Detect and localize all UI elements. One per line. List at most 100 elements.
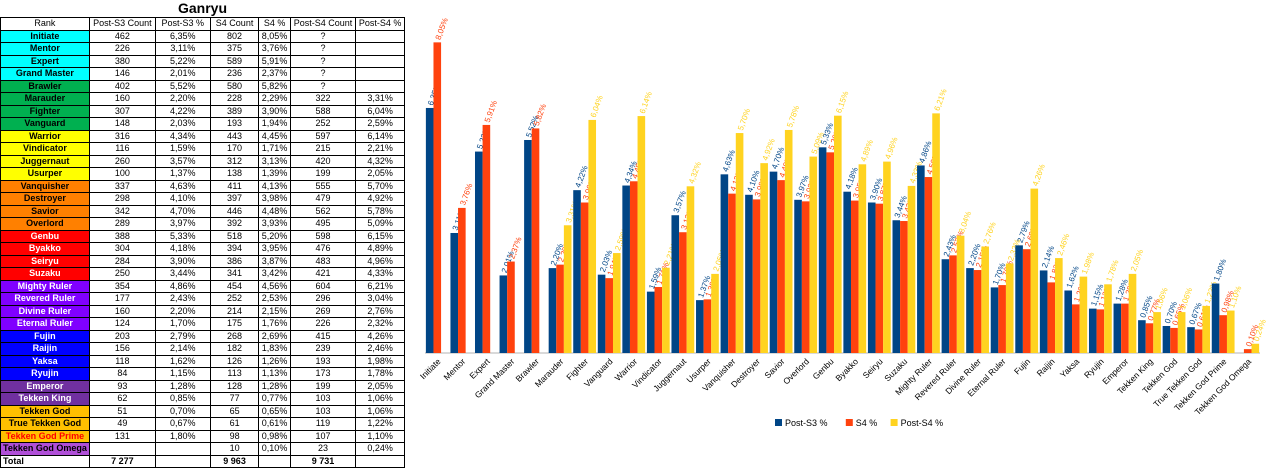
s4-percent-cell: 3,93% — [258, 217, 291, 231]
bar-s4 — [507, 261, 515, 353]
post-s4-count-cell: 226 — [289, 317, 357, 331]
rank-cell: Vindicator — [0, 142, 90, 156]
table-row: Divine Ruler 160 2,20% 214 2,15% 269 2,76% — [0, 304, 405, 318]
rank-cell: Divine Ruler — [0, 304, 90, 318]
post-s3-percent-cell: 6,35% — [154, 29, 211, 43]
data-label: 6,14% — [638, 90, 654, 114]
s4-percent-cell: 0,10% — [258, 442, 291, 456]
s4-percent-cell: 0,77% — [258, 392, 291, 406]
bar-s4 — [531, 128, 540, 353]
post-s4-percent-cell: 4,32% — [355, 154, 405, 168]
table-row: Ryujin 84 1,15% 113 1,13% 173 1,78% — [0, 367, 405, 381]
table-row: Initiate 462 6,35% 802 8,05%? — [0, 29, 405, 43]
bar-post-s4 — [932, 113, 940, 353]
post-s4-count-cell: 476 — [289, 242, 357, 256]
s4-count-cell: 518 — [209, 229, 260, 243]
post-s3-count-cell: 124 — [88, 317, 156, 331]
post-s4-count-cell: 415 — [289, 329, 357, 343]
data-label: 4,89% — [859, 139, 875, 163]
rank-cell: Fighter — [0, 104, 90, 118]
data-label: 5,82% — [532, 103, 548, 127]
bar-s4 — [654, 287, 663, 353]
post-s4-count-cell: 215 — [289, 142, 357, 156]
header-s4-percent: S4 % — [258, 17, 291, 31]
bar-post-s3 — [917, 165, 925, 353]
s4-count-cell: 580 — [209, 79, 260, 93]
bar-post-s3 — [474, 151, 483, 353]
table-row: Warrior 316 4,34% 443 4,45% 597 6,14% — [0, 129, 405, 143]
post-s4-count-cell: 119 — [289, 417, 357, 431]
post-s3-count-cell: 289 — [88, 217, 156, 231]
rank-cell: Ryujin — [0, 367, 90, 381]
bar-post-s3 — [671, 215, 680, 353]
s4-count-cell: 802 — [209, 29, 260, 43]
bar-s4 — [1121, 303, 1129, 353]
s4-percent-cell: 4,56% — [258, 279, 291, 293]
s4-count-cell: 228 — [209, 92, 260, 106]
bar-post-s4 — [1030, 188, 1039, 353]
header-rank: Rank — [0, 17, 90, 31]
post-s3-count-cell — [88, 442, 156, 456]
s4-count-cell: 375 — [209, 42, 260, 56]
bar-post-s3 — [769, 171, 778, 353]
rank-cell: Tekken God — [0, 404, 90, 418]
table-row: Savior 342 4,70% 446 4,48% 562 5,78% — [0, 204, 405, 218]
post-s3-count-cell: 148 — [88, 117, 156, 131]
table-row: Mighty Ruler 354 4,86% 454 4,56% 604 6,21% — [0, 279, 405, 293]
s4-percent-cell: 2,15% — [258, 304, 291, 318]
post-s3-count-cell: 84 — [88, 367, 156, 381]
bar-s4 — [482, 124, 491, 353]
post-s4-count-cell: 269 — [289, 304, 357, 318]
post-s4-percent-cell: 4,89% — [355, 242, 405, 256]
post-s3-count-cell: 51 — [88, 404, 156, 418]
rank-cell: Byakko — [0, 242, 90, 256]
bar-post-s4 — [1128, 273, 1137, 353]
bar-post-s3 — [818, 147, 827, 353]
table-row: Yaksa 118 1,62% 126 1,26% 193 1,98% — [0, 354, 405, 368]
rank-cell: Tekken God Prime — [0, 429, 90, 443]
post-s3-count-cell: 307 — [88, 104, 156, 118]
table-row: Raijin 156 2,14% 182 1,83% 239 2,46% — [0, 342, 405, 356]
bar-post-s4 — [784, 129, 793, 353]
post-s4-percent-cell: 1,10% — [355, 429, 405, 443]
bar-post-s3 — [1039, 270, 1048, 353]
bar-post-s3 — [524, 139, 532, 353]
bar-post-s4 — [956, 235, 965, 353]
post-s3-count-cell: 298 — [88, 192, 156, 206]
post-s3-count-cell: 116 — [88, 142, 156, 156]
s4-count-cell: 443 — [209, 129, 260, 143]
s4-percent-cell: 1,83% — [258, 342, 291, 356]
total-post-s3-percent — [154, 454, 211, 468]
rank-cell: True Tekken God — [0, 417, 90, 431]
bar-post-s3 — [499, 275, 508, 353]
header-post-s3-count: Post-S3 Count — [88, 17, 156, 31]
s4-percent-cell: 1,76% — [258, 317, 291, 331]
post-s4-count-cell: ? — [289, 42, 357, 56]
rank-cell: Emperor — [0, 379, 90, 393]
post-s4-percent-cell: 6,15% — [355, 229, 405, 243]
post-s4-count-cell: 604 — [289, 279, 357, 293]
post-s4-count-cell: ? — [289, 67, 357, 81]
s4-percent-cell: 5,91% — [258, 54, 291, 68]
bar-s4 — [556, 264, 564, 353]
post-s4-count-cell: 193 — [289, 354, 357, 368]
s4-count-cell: 392 — [209, 217, 260, 231]
bar-s4 — [1194, 329, 1203, 353]
s4-percent-cell: 0,61% — [258, 417, 291, 431]
post-s4-percent-cell: 1,78% — [355, 367, 405, 381]
post-s4-count-cell: 597 — [289, 129, 357, 143]
post-s3-percent-cell: 2,01% — [154, 67, 211, 81]
post-s3-count-cell: 160 — [88, 304, 156, 318]
bar-post-s3 — [1088, 308, 1097, 353]
post-s3-count-cell: 354 — [88, 279, 156, 293]
category-label: Mentor — [441, 356, 467, 382]
data-label: 4,26% — [1031, 163, 1047, 187]
rank-cell: Revered Ruler — [0, 292, 90, 306]
post-s4-count-cell: 23 — [289, 442, 357, 456]
bar-post-s4 — [686, 186, 695, 353]
table-row: Usurper 100 1,37% 138 1,39% 199 2,05% — [0, 167, 405, 181]
post-s4-percent-cell: 5,70% — [355, 179, 405, 193]
s4-count-cell: 411 — [209, 179, 260, 193]
bar-post-s3 — [1162, 325, 1171, 353]
post-s3-count-cell: 177 — [88, 292, 156, 306]
